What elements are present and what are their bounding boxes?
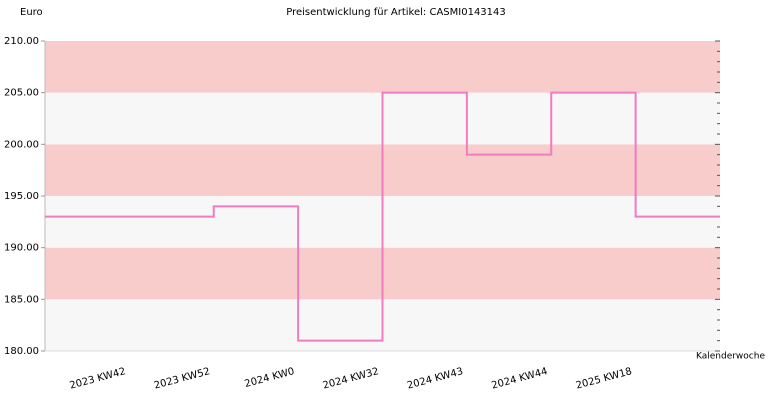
x-axis-label: Kalenderwoche [696,352,765,362]
x-tick-label: 2023 KW52 [153,366,211,391]
chart-title: Preisentwicklung für Artikel: CASMI01431… [286,7,506,18]
price-line [45,91,720,342]
x-tick-label: 2023 KW42 [69,366,127,391]
x-tick-label: 2025 KW18 [575,366,633,391]
x-tick-label: 2024 KW0 [243,366,295,390]
y-tick-label: 195.00 [4,191,39,202]
x-tick-label: 2024 KW44 [490,366,548,391]
y-axis-label: Euro [20,7,43,18]
y-tick-label: 180.00 [4,346,39,357]
y-tick-label: 190.00 [4,243,39,254]
y-tick-label: 200.00 [4,139,39,150]
x-tick-label: 2024 KW43 [406,366,464,391]
background-band [45,41,720,93]
y-tick-label: 205.00 [4,88,39,99]
y-tick-label: 210.00 [4,36,39,47]
x-tick-label: 2024 KW32 [322,366,380,391]
y-tick-label: 185.00 [4,294,39,305]
